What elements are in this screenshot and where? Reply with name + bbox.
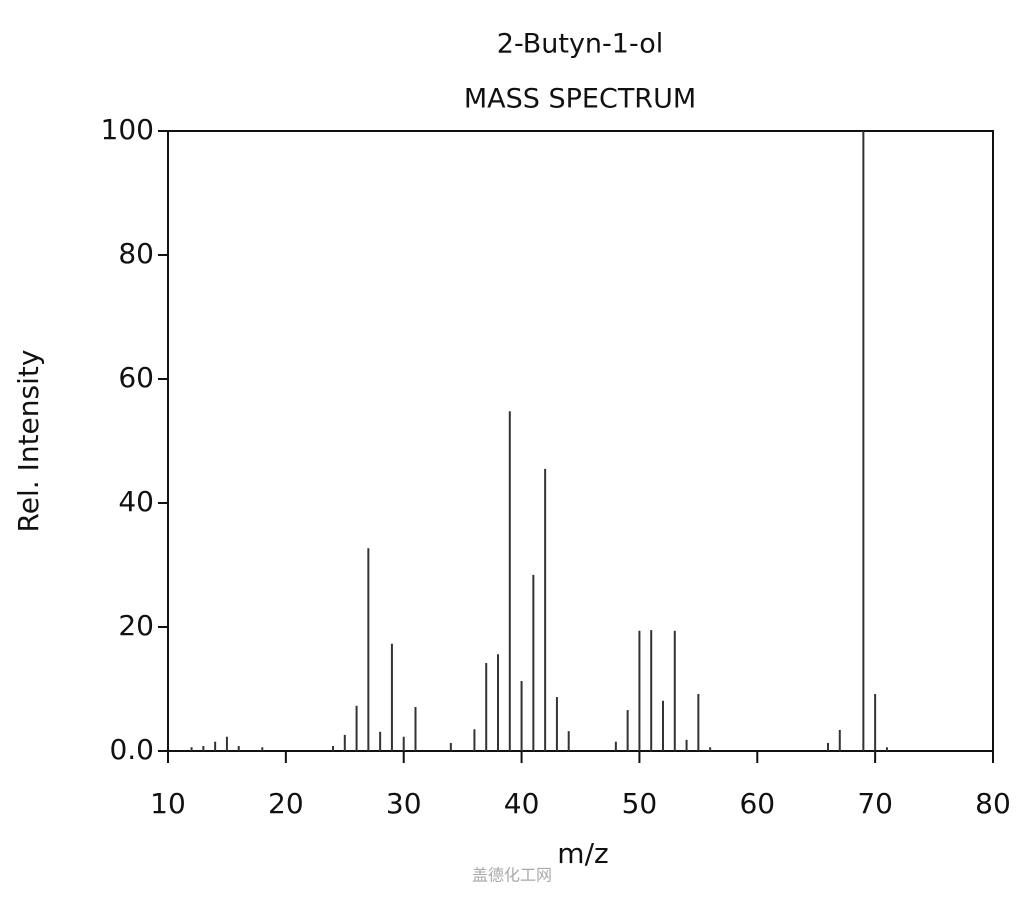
y-tick-label: 20 [118, 609, 154, 642]
x-tick-label: 60 [739, 787, 775, 820]
chart-subtitle: MASS SPECTRUM [464, 84, 696, 115]
x-tick-label: 20 [268, 787, 304, 820]
y-tick-label: 60 [118, 361, 154, 394]
y-tick-label: 100 [101, 113, 154, 146]
x-axis-label: m/z [557, 837, 608, 870]
plot-frame [167, 130, 994, 752]
x-tick-label: 70 [857, 787, 893, 820]
x-tick-label: 30 [386, 787, 422, 820]
watermark: 盖德化工网 [472, 866, 552, 885]
x-tick-label: 40 [504, 787, 540, 820]
y-tick-label: 40 [118, 485, 154, 518]
y-tick-label: 0.0 [109, 733, 154, 766]
y-axis-label: Rel. Intensity [12, 350, 45, 533]
y-tick-label: 80 [118, 237, 154, 270]
x-tick-label: 10 [150, 787, 186, 820]
chart-title: 2-Butyn-1-ol [497, 29, 663, 60]
x-tick-label: 50 [622, 787, 658, 820]
x-tick-label: 80 [975, 787, 1011, 820]
